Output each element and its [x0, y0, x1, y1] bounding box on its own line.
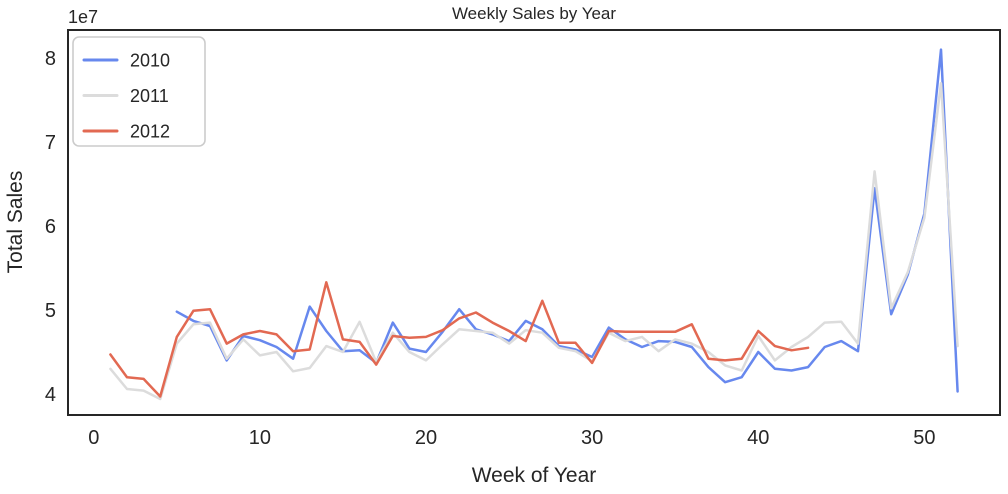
y-tick-label-4: 4 — [45, 384, 56, 406]
y-axis-label: Total Sales — [4, 171, 27, 274]
y-axis-offset-label: 1e7 — [68, 7, 98, 27]
x-tick-label-40: 40 — [747, 427, 769, 449]
x-tick-label-50: 50 — [913, 427, 935, 449]
legend-entry-2012: 2012 — [82, 122, 170, 142]
plot-border — [67, 29, 1001, 416]
legend-label-2012: 2012 — [130, 122, 170, 142]
axes-spines — [67, 29, 1001, 416]
y-tick-label-5: 5 — [45, 300, 56, 322]
x-axis-label: Week of Year — [472, 464, 597, 487]
x-tick-label-10: 10 — [249, 427, 271, 449]
legend: 2010 2011 2012 — [72, 36, 206, 147]
series-line-2012 — [109, 281, 810, 398]
legend-entry-2010: 2010 — [82, 51, 170, 71]
legend-label-2010: 2010 — [130, 51, 170, 71]
y-tick-label-6: 6 — [45, 216, 56, 238]
series-line-2010 — [175, 48, 959, 393]
y-tick-label-7: 7 — [45, 132, 56, 154]
axis-tick-labels: 0 10 20 30 40 50 4 5 6 7 8 — [45, 48, 936, 449]
legend-box — [72, 36, 206, 147]
x-tick-label-20: 20 — [415, 427, 437, 449]
x-tick-label-0: 0 — [88, 427, 99, 449]
x-tick-label-30: 30 — [581, 427, 603, 449]
y-tick-label-8: 8 — [45, 48, 56, 70]
legend-entry-2011: 2011 — [82, 86, 169, 106]
legend-label-2011: 2011 — [130, 86, 169, 106]
series-lines — [109, 48, 959, 401]
series-line-2011 — [109, 81, 959, 401]
chart-title: Weekly Sales by Year — [452, 4, 616, 23]
